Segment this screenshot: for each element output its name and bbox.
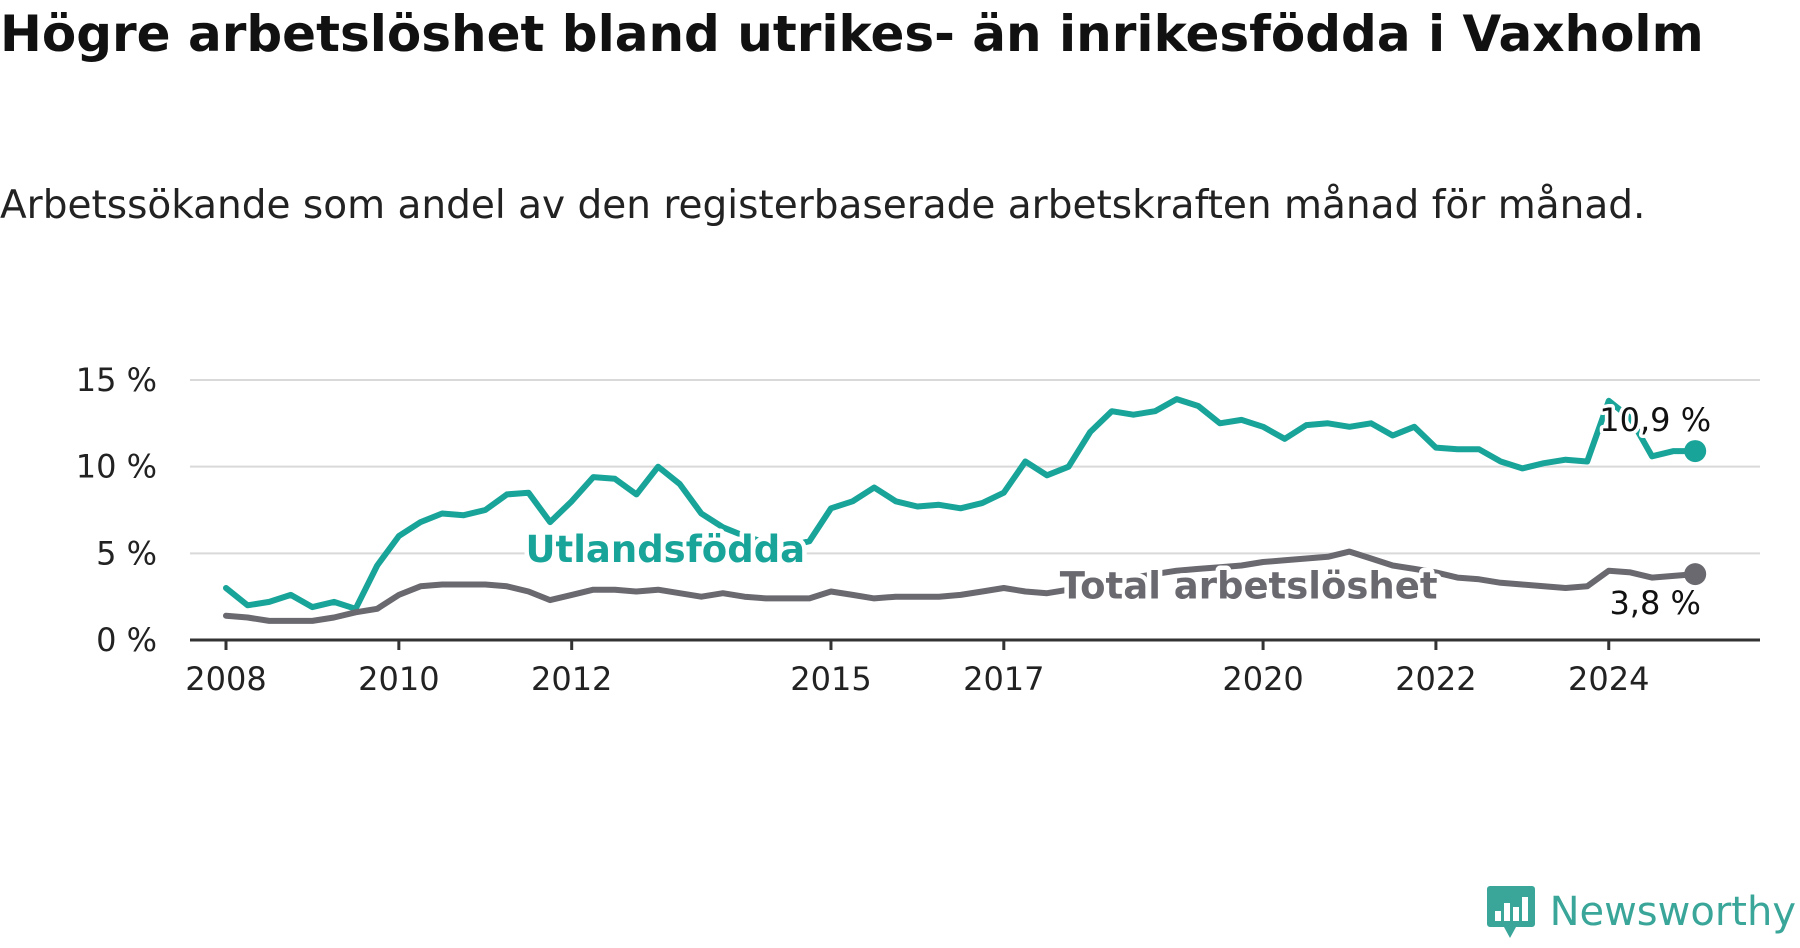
series-labels: 10,9 % 3,8 % Utlandsfödda Total arbetslöshe…: [521, 398, 1715, 626]
series-line-0: [223, 396, 1699, 612]
x-tick-label: 2020: [1222, 660, 1303, 698]
x-axis-ticks: 2008 2010 2012 2015 2017 2020 2022 2024: [185, 640, 1649, 698]
series-end-label-1: 3,8 %: [1609, 584, 1700, 622]
series-lines: [223, 396, 1707, 624]
y-tick-label: 15 %: [76, 361, 157, 399]
y-tick-label: 10 %: [76, 448, 157, 486]
series-end-marker-0: [1684, 440, 1707, 463]
x-tick-label: 2008: [185, 660, 266, 698]
series-end-label-0: 10,9 %: [1599, 401, 1711, 439]
x-tick-label: 2017: [963, 660, 1044, 698]
series-line-1: [223, 548, 1699, 624]
x-tick-label: 2024: [1568, 660, 1649, 698]
series-end-marker-1: [1684, 563, 1707, 586]
x-tick-label: 2022: [1395, 660, 1476, 698]
y-axis-ticks: 0 % 5 % 10 % 15 %: [76, 361, 157, 659]
y-tick-label: 0 %: [96, 621, 157, 659]
chart-title: Högre arbetslöshet bland utrikes- än inr…: [0, 5, 1704, 63]
brand-logo: Newsworthy: [1486, 884, 1796, 940]
x-tick-label: 2012: [531, 660, 612, 698]
series-name-label-0: Utlandsfödda: [525, 528, 805, 571]
brand-name: Newsworthy: [1549, 889, 1796, 935]
line-chart: 0 %5 %10 %15 % 2008 2010 2012 2015 2017 2020 2…: [76, 361, 1760, 698]
chart-subtitle: Arbetssökande som andel av den registerb…: [0, 183, 1646, 228]
series-name-label-1: Total arbetslöshet: [1060, 564, 1438, 607]
y-tick-label: 5 %: [96, 534, 157, 572]
newsworthy-logo-icon: [1486, 886, 1535, 938]
x-tick-label: 2015: [790, 660, 871, 698]
x-tick-label: 2010: [358, 660, 439, 698]
gridlines: [190, 379, 1760, 555]
